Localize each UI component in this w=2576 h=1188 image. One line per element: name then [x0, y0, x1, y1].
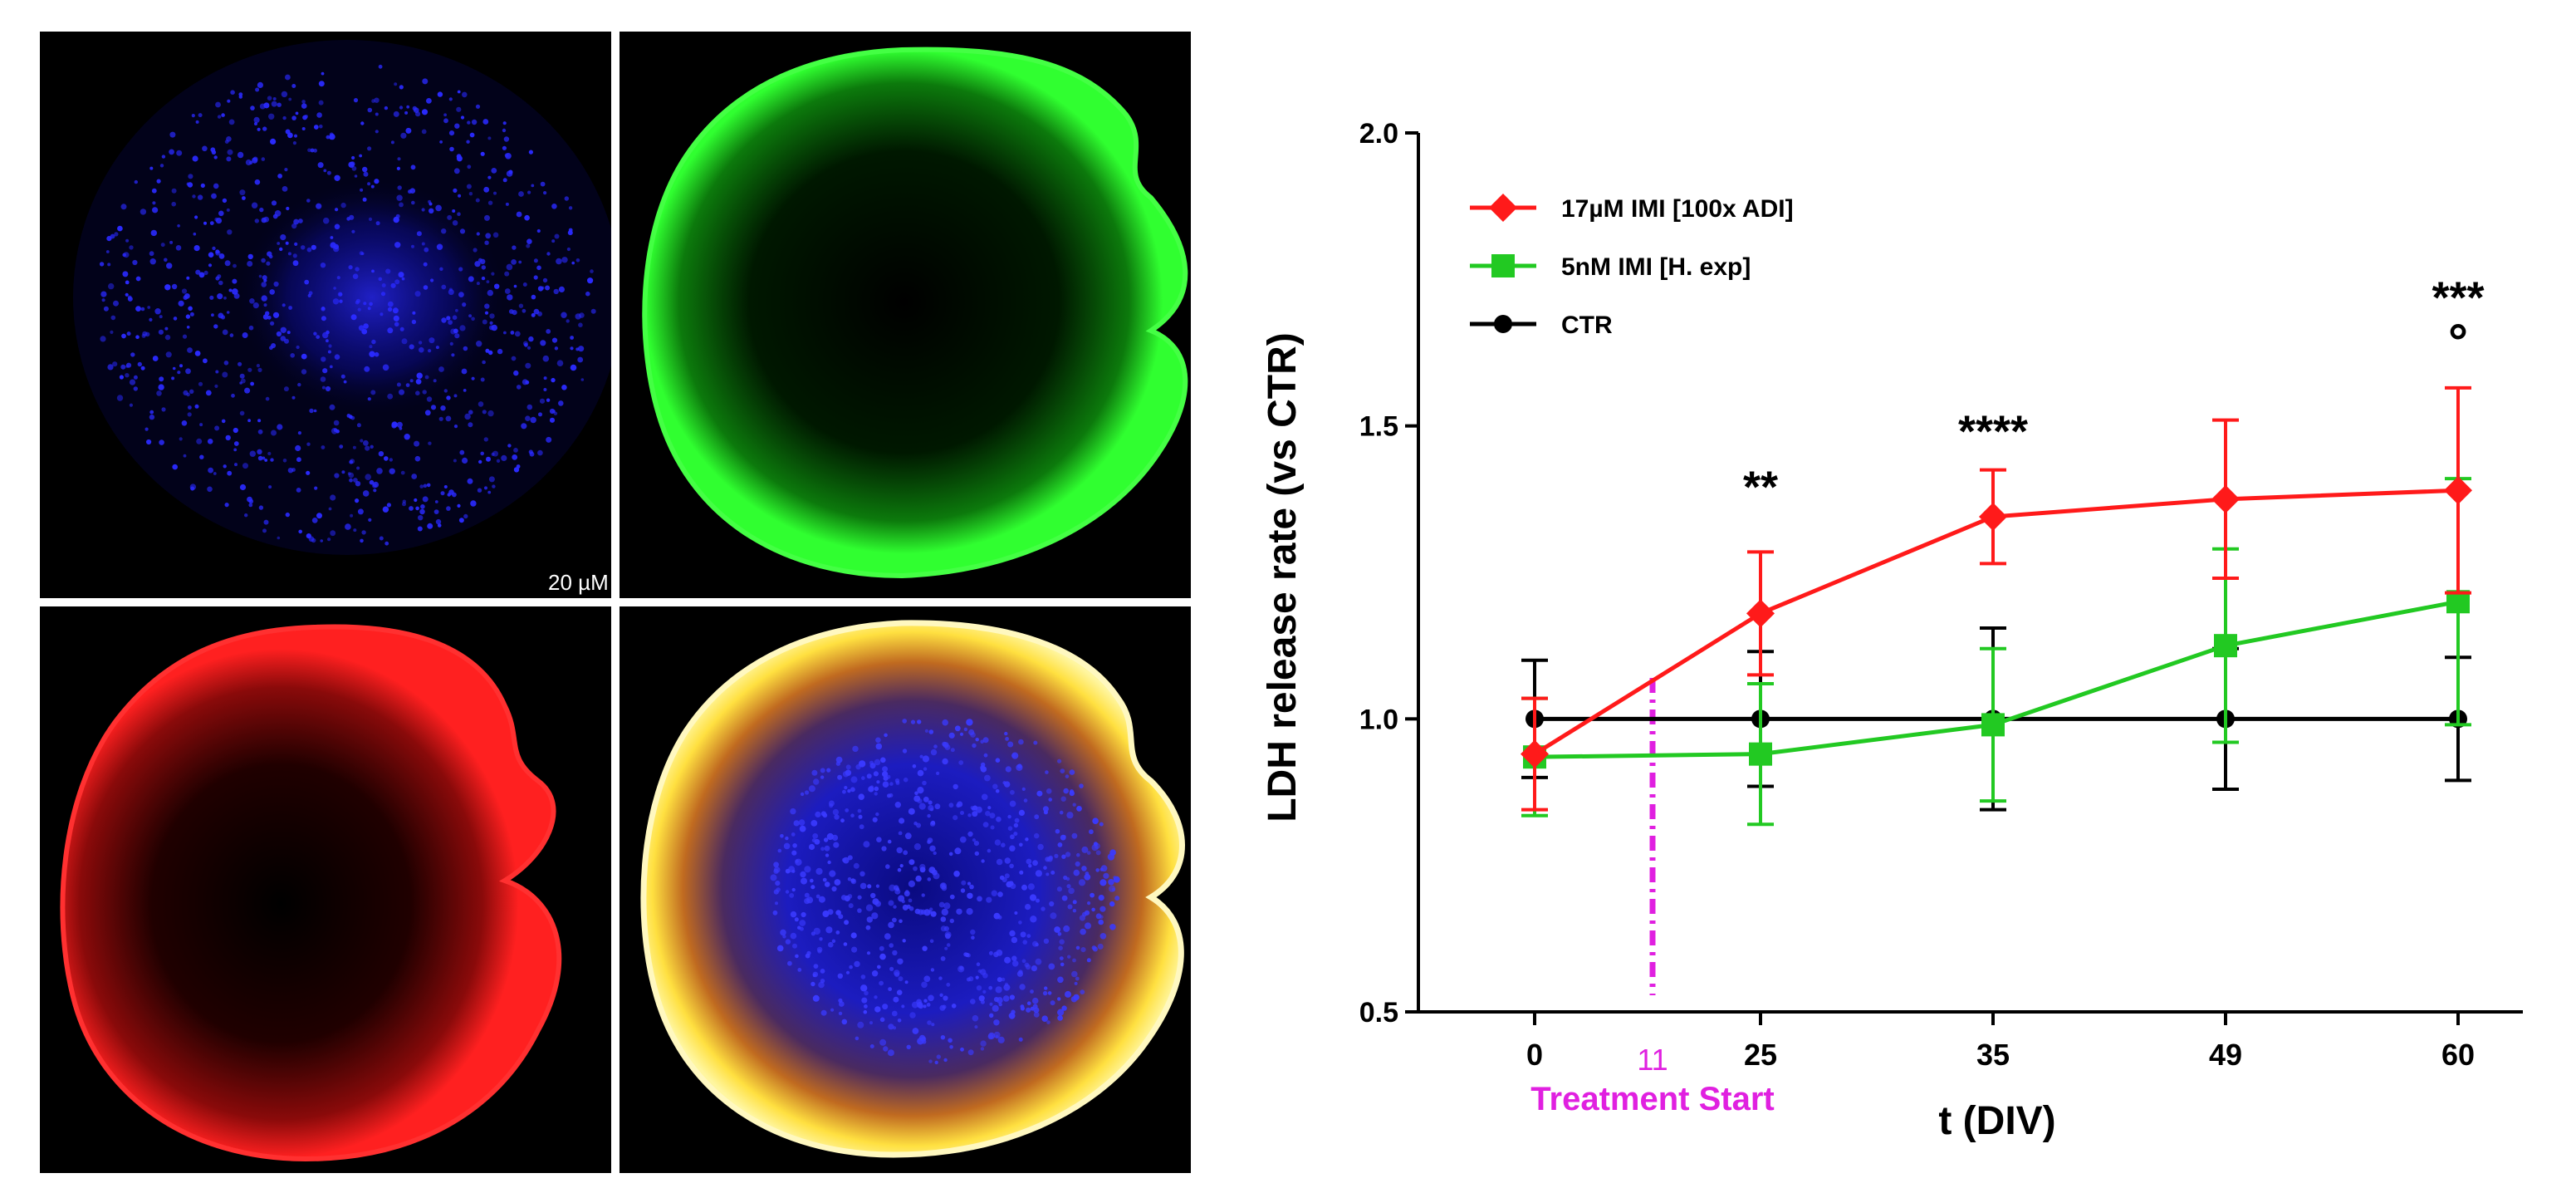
y-tick-label: 0.5 — [1359, 997, 1398, 1028]
data-point — [2211, 484, 2240, 513]
legend-label: 5nM IMI [H. exp] — [1561, 253, 1751, 281]
x-tick-label: 49 — [2209, 1038, 2242, 1072]
data-point — [1521, 739, 1549, 768]
significance-label: ** — [1743, 463, 1778, 513]
x-tick-label: 35 — [1976, 1038, 2010, 1072]
microscopy-panel-red — [40, 606, 611, 1173]
treatment-start-day-label: 11 — [1637, 1043, 1668, 1077]
x-tick-label: 25 — [1744, 1038, 1777, 1072]
series-1 — [1521, 477, 2471, 827]
significance-label: ° — [2448, 314, 2468, 370]
x-tick-label: 60 — [2441, 1038, 2475, 1072]
x-axis-label: t (DIV) — [1938, 1099, 2055, 1143]
x-tick-label: 0 — [1526, 1038, 1543, 1072]
chart-legend: 17µM IMI [100x ADI] 5nM IMI [H. exp] CTR — [1470, 194, 1794, 339]
microscopy-panel-nuclei: 20 µM — [40, 32, 611, 598]
chart-series: *********° — [1521, 272, 2485, 827]
green-marker-image — [642, 47, 1188, 579]
y-tick-label: 2.0 — [1359, 118, 1398, 150]
y-tick-label: 1.5 — [1359, 411, 1398, 443]
legend-label: CTR — [1561, 312, 1613, 339]
y-axis-label: LDH release rate (vs CTR) — [1261, 332, 1305, 822]
significance-label: *** — [2432, 272, 2484, 322]
nuclei-image — [73, 40, 611, 555]
microscopy-panel-merge — [620, 606, 1191, 1173]
data-point — [1981, 713, 2005, 737]
y-tick-label: 1.0 — [1359, 704, 1398, 735]
red-marker-image — [60, 624, 562, 1162]
merged-image — [640, 620, 1185, 1158]
series-0 — [1521, 385, 2472, 812]
data-point — [1746, 599, 1775, 628]
treatment-start-label: Treatment Start — [1530, 1081, 1774, 1117]
legend-label: 17µM IMI [100x ADI] — [1561, 195, 1794, 223]
chart-axes: 0.5 1.0 1.5 2.0 0 25 35 49 60 — [1359, 118, 2523, 1072]
scalebar-label: 20 µM — [548, 570, 609, 595]
legend-marker — [1494, 315, 1512, 333]
data-point — [1749, 742, 1772, 766]
microscopy-panel-green — [620, 32, 1191, 598]
legend-marker — [1491, 254, 1515, 277]
legend-marker — [1489, 194, 1517, 222]
data-point — [2214, 634, 2237, 658]
data-point — [1979, 502, 2007, 531]
chart-annotations: 11 Treatment Start — [1530, 677, 1775, 1117]
data-point — [2444, 476, 2472, 505]
significance-label: **** — [1958, 407, 2028, 457]
